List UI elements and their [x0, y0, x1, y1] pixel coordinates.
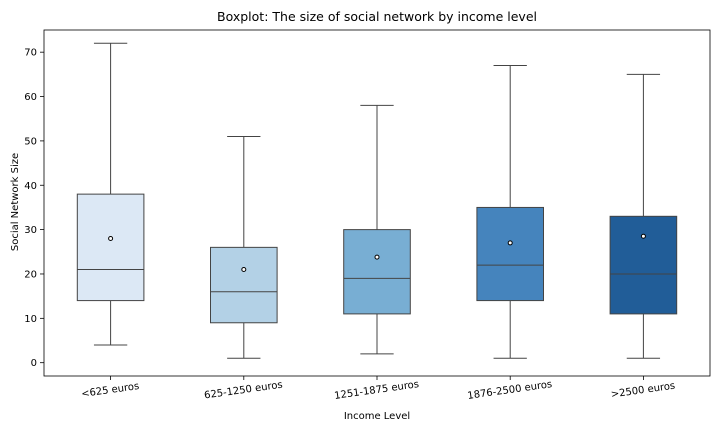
y-tick-label: 10 — [24, 314, 37, 325]
x-tick-label: >2500 euros — [610, 381, 676, 401]
box-iqr — [210, 246, 278, 324]
y-tick-label: 60 — [24, 92, 37, 103]
box-iqr — [476, 206, 544, 302]
box-iqr — [76, 193, 145, 302]
y-tick-label: 0 — [31, 358, 37, 369]
y-tick-label: 70 — [24, 48, 37, 59]
boxes-layer — [76, 42, 678, 359]
y-tick-label: 50 — [24, 136, 37, 147]
mean-marker — [108, 235, 114, 241]
mean-marker — [640, 233, 646, 239]
x-axis-label: Income Level — [344, 411, 410, 422]
x-tick-label: 1876-2500 euros — [467, 379, 553, 402]
chart-title: Boxplot: The size of social network by i… — [217, 9, 537, 24]
x-tick-label: 625-1250 euros — [204, 380, 284, 402]
x-tick-label: <625 euros — [81, 381, 140, 400]
mean-marker — [374, 254, 380, 260]
y-tick-label: 30 — [24, 225, 37, 236]
y-tick-label: 40 — [24, 181, 37, 192]
mean-marker — [507, 240, 513, 246]
y-axis-label: Social Network Size — [10, 153, 21, 251]
x-tick-label: 1251-1875 euros — [334, 379, 420, 402]
mean-marker — [241, 267, 247, 273]
box-iqr — [343, 229, 411, 315]
box-iqr — [609, 215, 678, 315]
y-tick-label: 20 — [24, 269, 37, 280]
